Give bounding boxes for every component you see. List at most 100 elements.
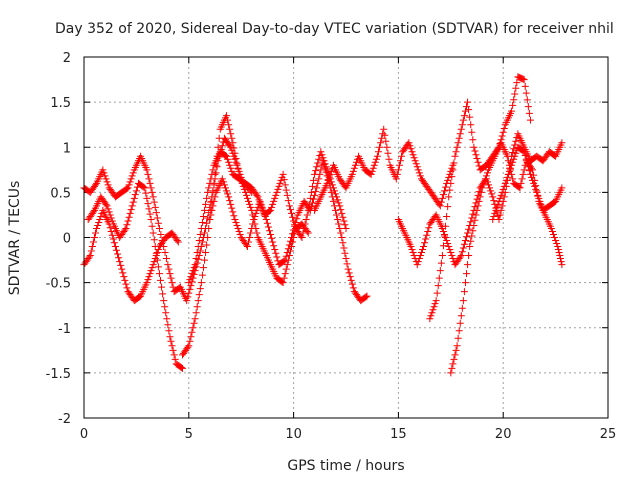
data-point-marker xyxy=(490,197,498,205)
data-point-marker xyxy=(421,239,429,247)
data-point-marker xyxy=(202,249,210,257)
data-point-marker xyxy=(185,289,193,297)
data-point-marker xyxy=(198,238,206,246)
data-point-marker xyxy=(450,355,458,363)
data-point-marker xyxy=(269,200,277,208)
data-point-marker xyxy=(232,218,240,226)
data-point-marker xyxy=(448,364,456,372)
data-point-marker xyxy=(147,267,155,275)
data-point-marker xyxy=(471,203,479,211)
data-point-marker xyxy=(194,243,202,251)
data-point-marker xyxy=(536,197,544,205)
data-point-marker xyxy=(149,229,157,237)
data-point-marker xyxy=(210,197,218,205)
data-point-marker xyxy=(483,169,491,177)
data-point-marker xyxy=(102,175,110,183)
data-point-marker xyxy=(453,342,461,350)
data-point-marker xyxy=(518,175,526,183)
data-point-marker xyxy=(537,200,545,208)
data-point-marker xyxy=(517,179,525,187)
data-point-marker xyxy=(201,206,209,214)
data-point-marker xyxy=(196,247,204,255)
data-point-marker xyxy=(369,164,377,172)
data-point-marker xyxy=(384,149,392,157)
data-point-marker xyxy=(268,234,276,242)
data-point-marker xyxy=(499,128,507,136)
data-point-marker xyxy=(155,224,163,232)
data-point-marker xyxy=(189,267,197,275)
data-point-marker xyxy=(482,172,490,180)
data-point-marker xyxy=(272,249,280,257)
data-point-marker xyxy=(512,149,520,157)
data-point-marker xyxy=(332,206,340,214)
data-point-marker xyxy=(445,243,453,251)
data-point-marker xyxy=(447,249,455,257)
data-point-marker xyxy=(253,229,261,237)
data-point-marker xyxy=(468,128,476,136)
y-tick-label: -2 xyxy=(58,412,71,427)
data-point-marker xyxy=(433,289,441,297)
data-point-marker xyxy=(227,130,235,138)
data-point-marker xyxy=(465,225,473,233)
data-point-marker xyxy=(301,220,309,228)
data-point-marker xyxy=(201,256,209,264)
data-point-marker xyxy=(512,137,520,145)
data-point-marker xyxy=(502,176,510,184)
data-point-marker xyxy=(471,216,479,224)
data-point-marker xyxy=(198,271,206,279)
data-point-marker xyxy=(223,152,231,160)
data-point-marker xyxy=(385,155,393,163)
data-point-marker xyxy=(505,167,513,175)
data-point-marker xyxy=(456,253,464,261)
data-point-marker xyxy=(291,222,299,230)
data-point-marker xyxy=(454,139,462,147)
chart-title: Day 352 of 2020, Sidereal Day-to-day VTE… xyxy=(55,21,614,37)
data-point-marker xyxy=(443,212,451,220)
data-point-marker xyxy=(130,194,138,202)
data-point-marker xyxy=(504,170,512,178)
data-point-marker xyxy=(102,200,110,208)
data-point-marker xyxy=(332,190,340,198)
data-series xyxy=(311,125,457,214)
data-point-marker xyxy=(383,143,391,151)
data-point-marker xyxy=(261,212,269,220)
data-point-marker xyxy=(466,243,474,251)
data-point-marker xyxy=(104,181,112,189)
data-point-marker xyxy=(267,206,275,214)
y-tick-label: 1 xyxy=(63,141,71,156)
data-point-marker xyxy=(310,176,318,184)
data-point-marker xyxy=(547,224,555,232)
data-point-marker xyxy=(476,193,484,201)
data-point-marker xyxy=(415,169,423,177)
data-point-marker xyxy=(264,223,272,231)
data-point-marker xyxy=(407,145,415,153)
data-point-marker xyxy=(231,155,239,163)
data-point-marker xyxy=(512,84,520,92)
data-point-marker xyxy=(457,312,465,320)
data-point-marker xyxy=(508,107,516,115)
data-point-marker xyxy=(428,309,436,317)
data-point-marker xyxy=(449,166,457,174)
data-point-marker xyxy=(436,267,444,275)
data-point-marker xyxy=(343,260,351,268)
data-point-marker xyxy=(444,203,452,211)
data-point-marker xyxy=(196,230,204,238)
data-point-marker xyxy=(522,89,530,97)
data-point-marker xyxy=(348,280,356,288)
data-point-marker xyxy=(223,112,231,120)
data-point-marker xyxy=(195,291,203,299)
data-point-marker xyxy=(273,188,281,196)
data-point-marker xyxy=(86,252,94,260)
y-tick-label: 2 xyxy=(63,51,71,66)
data-point-marker xyxy=(501,179,509,187)
data-point-marker xyxy=(474,202,482,210)
x-tick-label: 10 xyxy=(285,427,302,442)
data-point-marker xyxy=(148,264,156,272)
data-point-marker xyxy=(168,279,176,287)
data-point-marker xyxy=(184,343,192,351)
data-point-marker xyxy=(458,121,466,129)
data-point-marker xyxy=(431,300,439,308)
data-point-marker xyxy=(451,351,459,359)
data-point-marker xyxy=(330,202,338,210)
data-point-marker xyxy=(471,147,479,155)
